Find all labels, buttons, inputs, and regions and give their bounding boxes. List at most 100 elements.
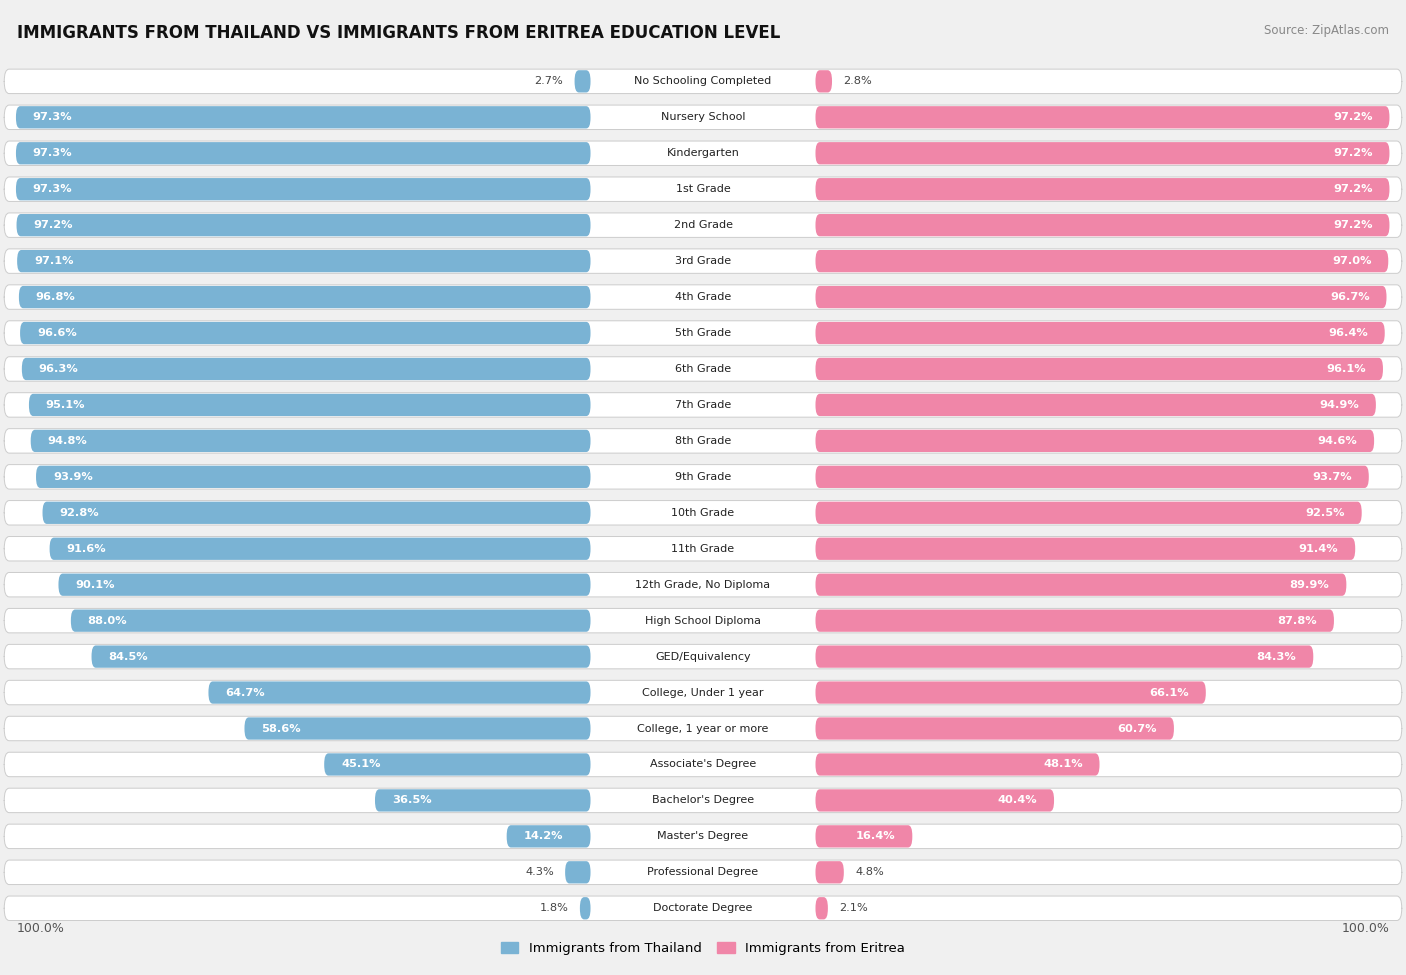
FancyBboxPatch shape [49,537,591,560]
FancyBboxPatch shape [4,321,1402,345]
FancyBboxPatch shape [815,430,1374,452]
FancyBboxPatch shape [4,285,1402,309]
FancyBboxPatch shape [815,609,1334,632]
FancyBboxPatch shape [17,250,591,272]
FancyBboxPatch shape [325,754,591,775]
Text: 97.2%: 97.2% [1333,184,1372,194]
FancyBboxPatch shape [4,572,1402,597]
Text: 48.1%: 48.1% [1043,760,1083,769]
FancyBboxPatch shape [18,286,591,308]
Text: 97.1%: 97.1% [34,256,73,266]
FancyBboxPatch shape [4,249,1402,273]
Legend: Immigrants from Thailand, Immigrants from Eritrea: Immigrants from Thailand, Immigrants fro… [496,937,910,960]
Text: 12th Grade, No Diploma: 12th Grade, No Diploma [636,580,770,590]
Text: 96.7%: 96.7% [1330,292,1369,302]
Text: 4th Grade: 4th Grade [675,292,731,302]
FancyBboxPatch shape [4,465,1402,489]
FancyBboxPatch shape [815,322,1385,344]
FancyBboxPatch shape [815,250,1388,272]
FancyBboxPatch shape [4,860,1402,884]
Text: 4.3%: 4.3% [524,868,554,878]
FancyBboxPatch shape [37,466,591,488]
FancyBboxPatch shape [815,286,1386,308]
FancyBboxPatch shape [4,788,1402,812]
FancyBboxPatch shape [4,824,1402,848]
Text: 8th Grade: 8th Grade [675,436,731,446]
Text: High School Diploma: High School Diploma [645,615,761,626]
FancyBboxPatch shape [815,573,1347,596]
FancyBboxPatch shape [815,70,832,93]
Text: 64.7%: 64.7% [225,687,264,697]
FancyBboxPatch shape [15,178,591,200]
Text: 2.7%: 2.7% [534,76,564,87]
Text: 6th Grade: 6th Grade [675,364,731,374]
Text: 97.2%: 97.2% [34,220,73,230]
FancyBboxPatch shape [815,214,1389,236]
Text: 66.1%: 66.1% [1149,687,1189,697]
FancyBboxPatch shape [4,177,1402,202]
FancyBboxPatch shape [4,393,1402,417]
FancyBboxPatch shape [91,645,591,668]
FancyBboxPatch shape [815,178,1389,200]
FancyBboxPatch shape [815,466,1369,488]
FancyBboxPatch shape [4,141,1402,166]
Text: 97.3%: 97.3% [32,112,73,122]
Text: 1st Grade: 1st Grade [676,184,730,194]
FancyBboxPatch shape [4,357,1402,381]
Text: Doctorate Degree: Doctorate Degree [654,903,752,914]
Text: Professional Degree: Professional Degree [647,868,759,878]
Text: 16.4%: 16.4% [856,832,896,841]
FancyBboxPatch shape [22,358,591,380]
Text: 40.4%: 40.4% [997,796,1038,805]
Text: 96.8%: 96.8% [35,292,76,302]
FancyBboxPatch shape [15,106,591,129]
FancyBboxPatch shape [815,142,1389,165]
Text: 10th Grade: 10th Grade [672,508,734,518]
Text: 93.9%: 93.9% [53,472,93,482]
FancyBboxPatch shape [4,500,1402,525]
Text: 88.0%: 88.0% [87,615,128,626]
Text: 96.6%: 96.6% [37,328,77,338]
Text: 97.2%: 97.2% [1333,220,1372,230]
FancyBboxPatch shape [4,213,1402,237]
FancyBboxPatch shape [815,502,1361,524]
Text: 97.3%: 97.3% [32,184,73,194]
FancyBboxPatch shape [4,644,1402,669]
Text: 2.8%: 2.8% [844,76,872,87]
FancyBboxPatch shape [4,681,1402,705]
FancyBboxPatch shape [70,609,591,632]
FancyBboxPatch shape [815,394,1376,416]
Text: Associate's Degree: Associate's Degree [650,760,756,769]
FancyBboxPatch shape [42,502,591,524]
Text: No Schooling Completed: No Schooling Completed [634,76,772,87]
FancyBboxPatch shape [815,106,1389,129]
FancyBboxPatch shape [815,718,1174,740]
FancyBboxPatch shape [20,322,591,344]
FancyBboxPatch shape [815,861,844,883]
Text: 11th Grade: 11th Grade [672,544,734,554]
Text: 96.1%: 96.1% [1326,364,1367,374]
Text: 94.8%: 94.8% [48,436,87,446]
Text: 92.5%: 92.5% [1305,508,1344,518]
FancyBboxPatch shape [15,142,591,165]
FancyBboxPatch shape [815,645,1313,668]
FancyBboxPatch shape [30,394,591,416]
Text: 3rd Grade: 3rd Grade [675,256,731,266]
FancyBboxPatch shape [375,790,591,811]
FancyBboxPatch shape [208,682,591,704]
Text: Source: ZipAtlas.com: Source: ZipAtlas.com [1264,24,1389,37]
FancyBboxPatch shape [575,70,591,93]
Text: 97.2%: 97.2% [1333,148,1372,158]
FancyBboxPatch shape [506,825,591,847]
Text: College, 1 year or more: College, 1 year or more [637,723,769,733]
FancyBboxPatch shape [4,105,1402,130]
Text: 4.8%: 4.8% [855,868,884,878]
Text: 91.6%: 91.6% [66,544,105,554]
FancyBboxPatch shape [4,753,1402,777]
FancyBboxPatch shape [4,429,1402,453]
Text: 2nd Grade: 2nd Grade [673,220,733,230]
Text: Bachelor's Degree: Bachelor's Degree [652,796,754,805]
Text: 95.1%: 95.1% [46,400,86,410]
Text: 36.5%: 36.5% [392,796,432,805]
Text: Nursery School: Nursery School [661,112,745,122]
